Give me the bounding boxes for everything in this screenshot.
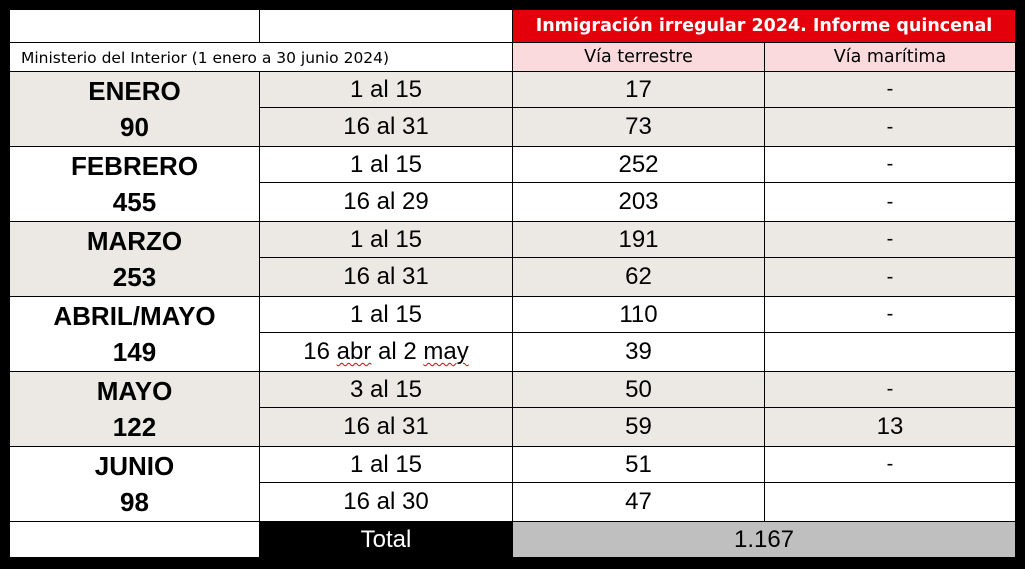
column-header-land: Vía terrestre	[512, 42, 765, 72]
month-name: ABRIL/MAYO	[53, 301, 216, 331]
month-name: JUNIO	[94, 451, 175, 481]
month-name: MARZO	[86, 226, 183, 256]
month-cell: MARZO 253	[9, 221, 260, 297]
period-cell: 16 al 31	[259, 407, 513, 447]
land-value: 252	[512, 146, 765, 183]
report-title: Inmigración irregular 2024. Informe quin…	[512, 9, 1016, 43]
land-value: 191	[512, 221, 765, 258]
table-row: 16 abr al 2 may 39	[10, 332, 1016, 372]
land-value: 51	[512, 446, 765, 483]
column-header-row: Ministerio del Interior (1 enero a 30 ju…	[9, 42, 1016, 72]
period-cell: 3 al 15	[259, 371, 513, 408]
spellcheck-word: may	[423, 338, 469, 365]
sea-value: -	[764, 71, 1016, 108]
month-subtotal: 122	[112, 412, 157, 442]
sea-value: -	[764, 257, 1016, 297]
column-header-sea: Vía marítima	[764, 42, 1016, 72]
month-cell: FEBRERO 455	[9, 146, 260, 222]
period-text: al 2	[371, 338, 424, 365]
period-cell: 16 al 29	[259, 182, 513, 222]
table-row: FEBRERO 455 1 al 15 252 -	[9, 146, 1016, 222]
month-name: ENERO	[88, 76, 181, 106]
period-cell: 16 al 30	[259, 482, 513, 522]
month-subtotal: 90	[120, 112, 149, 142]
month-cell: ABRIL/MAYO 149	[9, 296, 260, 372]
period-text: 16	[303, 338, 337, 365]
month-subtotal: 149	[112, 337, 157, 367]
land-value: 17	[512, 71, 765, 108]
month-name: FEBRERO	[70, 151, 199, 181]
header-blank-cell	[259, 9, 513, 43]
table-row: ABRIL/MAYO 149 1 al 15 110 -	[9, 296, 1016, 372]
period-cell: 1 al 15	[259, 296, 513, 333]
land-value: 73	[512, 107, 765, 147]
month-name: MAYO	[96, 376, 173, 406]
land-value: 62	[512, 257, 765, 297]
header-blank-cell	[9, 9, 260, 43]
land-value: 110	[512, 296, 765, 333]
table-row: ENERO 90 1 al 15 17 -	[9, 71, 1016, 147]
period-cell: 1 al 15	[259, 446, 513, 483]
sea-value: -	[764, 371, 1016, 408]
land-value: 203	[512, 182, 765, 222]
total-label: Total	[259, 521, 513, 558]
sea-value: -	[764, 107, 1016, 147]
land-value: 47	[512, 482, 765, 522]
total-value: 1.167	[512, 521, 1016, 558]
table-row: 16 al 31 59 13	[10, 407, 1016, 447]
table-row: JUNIO 98 1 al 15 51 -	[9, 446, 1016, 522]
sea-value: -	[764, 146, 1016, 183]
sea-value: -	[764, 182, 1016, 222]
month-cell: MAYO 122	[9, 371, 260, 447]
land-value: 39	[512, 332, 765, 372]
source-note: Ministerio del Interior (1 enero a 30 ju…	[9, 42, 513, 72]
period-cell: 16 al 31	[259, 257, 513, 297]
total-blank-cell	[9, 521, 260, 558]
period-cell: 1 al 15	[259, 221, 513, 258]
month-cell: JUNIO 98	[9, 446, 260, 522]
table-row: 16 al 30 47	[10, 482, 1016, 522]
period-cell: 1 al 15	[259, 146, 513, 183]
table-row: 16 al 31 73 -	[10, 107, 1016, 147]
total-row: Total 1.167	[9, 521, 1016, 558]
sea-value	[764, 482, 1016, 522]
title-row: Inmigración irregular 2024. Informe quin…	[9, 9, 1016, 43]
sea-value: -	[764, 221, 1016, 258]
spellcheck-word: abr	[336, 338, 372, 365]
period-cell: 1 al 15	[259, 71, 513, 108]
sea-value: 13	[764, 407, 1016, 447]
month-cell: ENERO 90	[9, 71, 260, 147]
table-row: MARZO 253 1 al 15 191 -	[9, 221, 1016, 297]
table-row: MAYO 122 3 al 15 50 -	[9, 371, 1016, 447]
period-cell: 16 al 31	[259, 107, 513, 147]
month-subtotal: 98	[120, 487, 149, 517]
month-subtotal: 253	[112, 262, 157, 292]
immigration-table: Inmigración irregular 2024. Informe quin…	[9, 9, 1016, 558]
land-value: 59	[512, 407, 765, 447]
sea-value: -	[764, 446, 1016, 483]
month-subtotal: 455	[112, 187, 157, 217]
sea-value	[764, 332, 1016, 372]
sea-value: -	[764, 296, 1016, 333]
period-cell: 16 abr al 2 may	[259, 332, 513, 372]
table-row: 16 al 31 62 -	[10, 257, 1016, 297]
land-value: 50	[512, 371, 765, 408]
